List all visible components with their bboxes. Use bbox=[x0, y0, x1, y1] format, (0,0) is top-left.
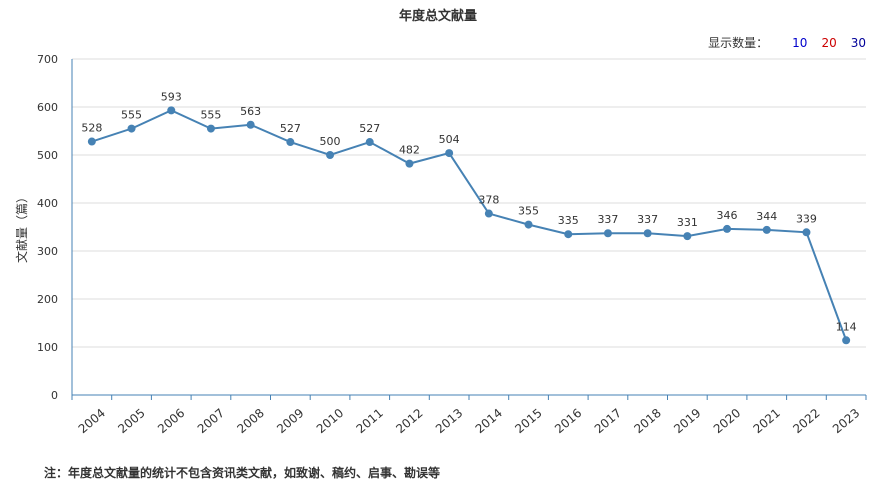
y-tick-label: 100 bbox=[37, 341, 58, 354]
x-tick-label: 2005 bbox=[115, 406, 147, 436]
data-label: 593 bbox=[161, 90, 182, 103]
data-label: 378 bbox=[478, 194, 499, 207]
x-tick-label: 2021 bbox=[751, 406, 783, 436]
y-tick-label: 700 bbox=[37, 53, 58, 66]
x-tick-label: 2023 bbox=[830, 406, 862, 436]
data-point bbox=[802, 228, 811, 237]
display-count-selector: 显示数量： 10 20 30 bbox=[708, 34, 866, 51]
x-tick-label: 2008 bbox=[234, 406, 266, 436]
data-label: 344 bbox=[756, 210, 777, 223]
data-label: 555 bbox=[121, 109, 142, 122]
display-count-option-30[interactable]: 30 bbox=[850, 35, 866, 50]
y-tick-label: 500 bbox=[37, 149, 58, 162]
data-label: 504 bbox=[439, 133, 460, 146]
footnote: 注：年度总文献量的统计不包含资讯类文献，如致谢、稿约、启事、勘误等 bbox=[44, 466, 441, 480]
data-label: 114 bbox=[836, 320, 857, 333]
data-point bbox=[445, 149, 454, 158]
data-point bbox=[643, 229, 652, 238]
data-point bbox=[365, 138, 374, 147]
y-tick-label: 300 bbox=[37, 245, 58, 258]
x-tick-label: 2012 bbox=[393, 406, 425, 436]
data-label: 337 bbox=[597, 213, 618, 226]
x-tick-label: 2007 bbox=[195, 406, 227, 436]
y-tick-label: 200 bbox=[37, 293, 58, 306]
x-tick-label: 2014 bbox=[473, 406, 505, 436]
data-point bbox=[842, 336, 851, 345]
data-label: 355 bbox=[518, 205, 539, 218]
x-tick-label: 2011 bbox=[354, 406, 386, 436]
series-line bbox=[91, 109, 848, 341]
x-tick-label: 2020 bbox=[711, 406, 743, 436]
data-label: 339 bbox=[796, 212, 817, 225]
y-tick-label: 600 bbox=[37, 101, 58, 114]
data-point bbox=[723, 224, 732, 233]
x-tick-label: 2016 bbox=[552, 406, 584, 436]
data-point bbox=[246, 120, 255, 129]
data-point bbox=[127, 124, 136, 133]
x-tick-label: 2010 bbox=[314, 406, 346, 436]
display-count-option-10[interactable]: 10 bbox=[792, 35, 808, 50]
data-label: 331 bbox=[677, 216, 698, 229]
x-tick-label: 2019 bbox=[671, 406, 703, 436]
data-point bbox=[564, 230, 573, 239]
y-tick-label: 0 bbox=[51, 389, 58, 402]
data-label: 528 bbox=[81, 122, 102, 135]
data-label: 346 bbox=[717, 209, 738, 222]
x-tick-label: 2006 bbox=[155, 406, 187, 436]
x-tick-label: 2022 bbox=[790, 406, 822, 436]
chart-title: 年度总文献量 bbox=[398, 9, 477, 24]
data-point bbox=[326, 151, 335, 159]
data-label: 335 bbox=[558, 214, 579, 227]
x-tick-label: 2015 bbox=[512, 406, 544, 436]
data-point bbox=[167, 106, 176, 115]
x-tick-label: 2004 bbox=[76, 406, 108, 436]
data-label: 527 bbox=[280, 122, 301, 135]
data-point bbox=[484, 209, 493, 218]
data-label: 500 bbox=[320, 135, 341, 148]
data-point bbox=[405, 159, 414, 168]
data-point bbox=[286, 138, 295, 147]
data-point bbox=[762, 225, 771, 234]
data-label: 482 bbox=[399, 144, 420, 157]
data-label: 337 bbox=[637, 213, 658, 226]
x-tick-label: 2017 bbox=[592, 406, 624, 436]
data-point bbox=[524, 220, 533, 229]
y-tick-label: 400 bbox=[37, 197, 58, 210]
data-point bbox=[206, 124, 215, 133]
x-tick-label: 2018 bbox=[631, 406, 663, 436]
display-count-option-20[interactable]: 20 bbox=[821, 35, 837, 50]
data-point bbox=[683, 232, 692, 241]
data-label: 527 bbox=[359, 122, 380, 135]
y-axis-title: 文献量（篇） bbox=[14, 191, 29, 263]
display-count-label: 显示数量： bbox=[708, 36, 769, 50]
data-point bbox=[87, 137, 96, 146]
data-label: 563 bbox=[240, 105, 261, 118]
data-point bbox=[603, 229, 612, 238]
x-tick-label: 2009 bbox=[274, 406, 306, 436]
x-tick-label: 2013 bbox=[433, 406, 465, 436]
data-label: 555 bbox=[200, 109, 221, 122]
